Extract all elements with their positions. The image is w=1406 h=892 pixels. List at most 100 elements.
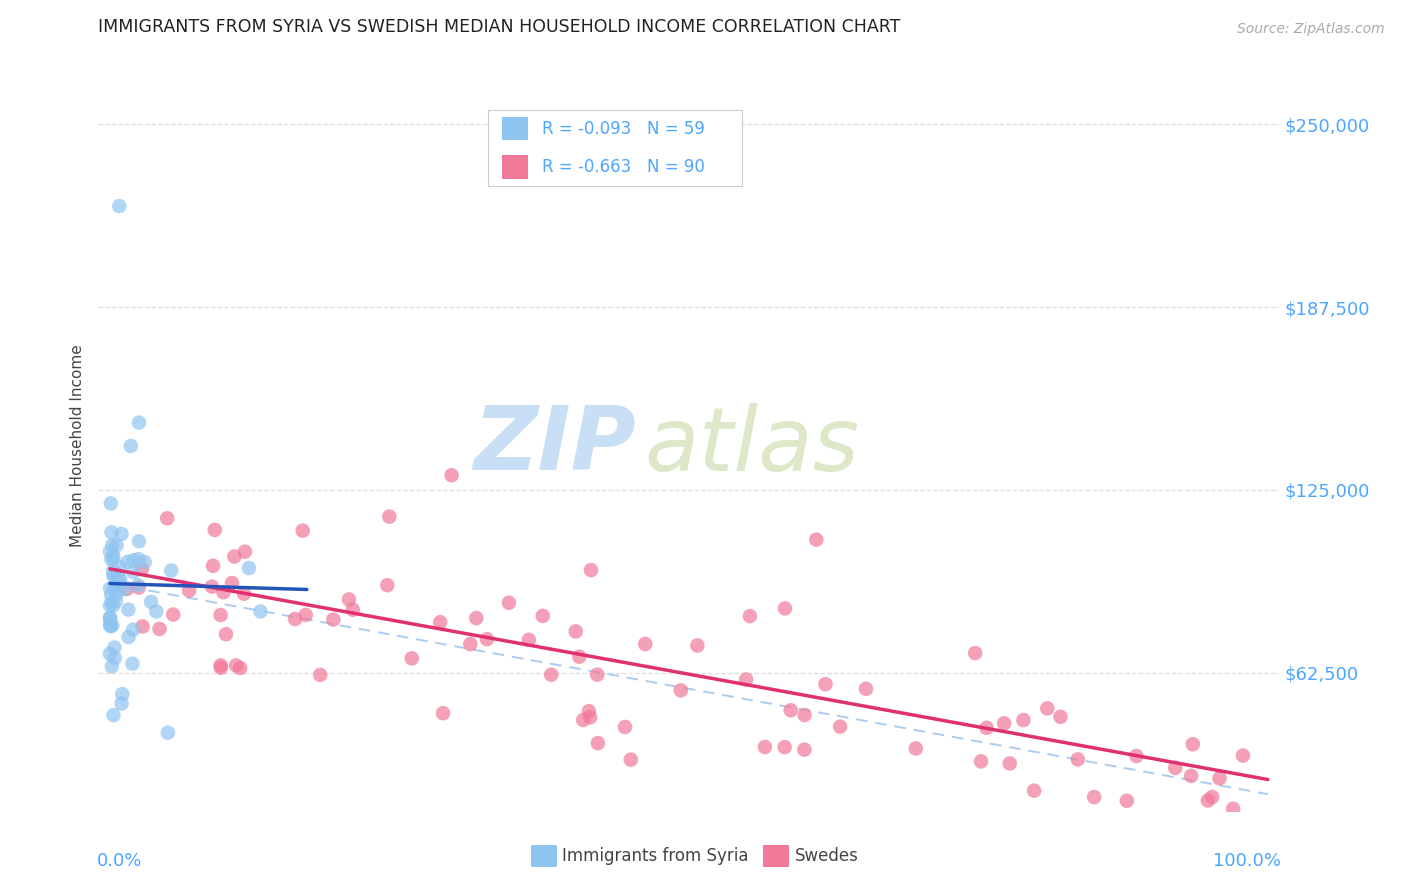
Point <box>104 651 127 665</box>
Point <box>98 615 121 629</box>
Point <box>830 720 852 734</box>
Point <box>1115 794 1137 808</box>
Point <box>1180 769 1202 783</box>
Point <box>579 710 602 724</box>
Point <box>1012 713 1035 727</box>
Point <box>104 594 127 608</box>
Point <box>100 552 122 566</box>
Point <box>105 538 128 552</box>
Point <box>134 555 156 569</box>
Point <box>103 564 125 578</box>
Point <box>284 612 307 626</box>
Point <box>793 742 815 756</box>
Point <box>98 610 121 624</box>
Point <box>1222 802 1244 816</box>
Point <box>460 637 482 651</box>
Point <box>773 740 796 755</box>
Point <box>1083 790 1105 805</box>
Point <box>440 468 463 483</box>
Point <box>202 558 225 573</box>
Point <box>322 613 344 627</box>
Point <box>904 741 927 756</box>
Point <box>779 703 801 717</box>
Point <box>111 687 134 701</box>
Point <box>564 624 586 639</box>
Point <box>309 668 332 682</box>
Point <box>965 646 987 660</box>
Point <box>101 538 124 552</box>
Point <box>806 533 828 547</box>
Point <box>579 563 602 577</box>
FancyBboxPatch shape <box>502 117 529 140</box>
Point <box>229 661 252 675</box>
FancyBboxPatch shape <box>502 155 529 178</box>
Point <box>735 673 758 687</box>
Point <box>128 534 150 549</box>
Point <box>103 599 125 613</box>
Point <box>754 739 776 754</box>
Point <box>375 578 398 592</box>
Point <box>531 608 554 623</box>
Point <box>209 661 232 675</box>
Text: 100.0%: 100.0% <box>1212 852 1281 870</box>
Point <box>98 618 121 632</box>
Point <box>103 548 125 562</box>
Point <box>378 509 401 524</box>
Point <box>238 561 260 575</box>
Point <box>156 511 179 525</box>
Point <box>738 609 761 624</box>
Point <box>614 720 637 734</box>
Text: Source: ZipAtlas.com: Source: ZipAtlas.com <box>1237 22 1385 37</box>
Point <box>108 572 131 586</box>
Point <box>224 549 246 564</box>
Text: ZIP: ZIP <box>472 402 636 490</box>
Point <box>103 568 125 582</box>
Point <box>568 649 591 664</box>
Point <box>107 567 129 582</box>
Point <box>156 725 179 739</box>
Point <box>204 523 226 537</box>
Point <box>103 580 125 594</box>
Point <box>1181 737 1204 751</box>
Point <box>233 545 256 559</box>
Point <box>128 581 150 595</box>
Point <box>1208 772 1230 786</box>
Point <box>105 581 128 595</box>
Text: R = -0.663   N = 90: R = -0.663 N = 90 <box>543 158 706 176</box>
Point <box>432 706 454 721</box>
Point <box>131 619 153 633</box>
Point <box>162 607 184 622</box>
Point <box>773 601 796 615</box>
Point <box>101 551 124 566</box>
Text: Swedes: Swedes <box>794 847 858 865</box>
Point <box>128 416 150 430</box>
Point <box>498 596 520 610</box>
Text: IMMIGRANTS FROM SYRIA VS SWEDISH MEDIAN HOUSEHOLD INCOME CORRELATION CHART: IMMIGRANTS FROM SYRIA VS SWEDISH MEDIAN … <box>98 19 901 37</box>
Point <box>517 632 540 647</box>
Point <box>131 562 153 576</box>
Point <box>201 580 224 594</box>
Point <box>108 575 131 590</box>
Point <box>108 199 131 213</box>
Point <box>1201 789 1223 804</box>
Point <box>101 659 124 673</box>
Point <box>103 708 125 723</box>
Point <box>117 630 139 644</box>
Point <box>108 560 131 574</box>
Point <box>976 721 998 735</box>
Point <box>586 667 609 681</box>
Point <box>465 611 488 625</box>
Point <box>179 583 201 598</box>
Point <box>429 615 451 630</box>
Point <box>122 553 145 567</box>
FancyBboxPatch shape <box>488 110 742 186</box>
Point <box>225 658 247 673</box>
Point <box>101 618 124 632</box>
Point <box>209 607 232 622</box>
Point <box>160 564 183 578</box>
Point <box>1067 752 1090 766</box>
Point <box>620 753 643 767</box>
Point <box>145 604 167 618</box>
Point <box>1164 761 1187 775</box>
Point <box>233 587 256 601</box>
